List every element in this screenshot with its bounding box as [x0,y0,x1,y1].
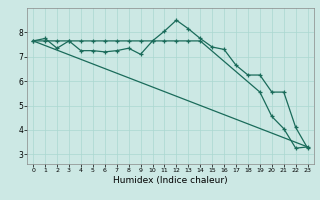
X-axis label: Humidex (Indice chaleur): Humidex (Indice chaleur) [113,176,228,185]
